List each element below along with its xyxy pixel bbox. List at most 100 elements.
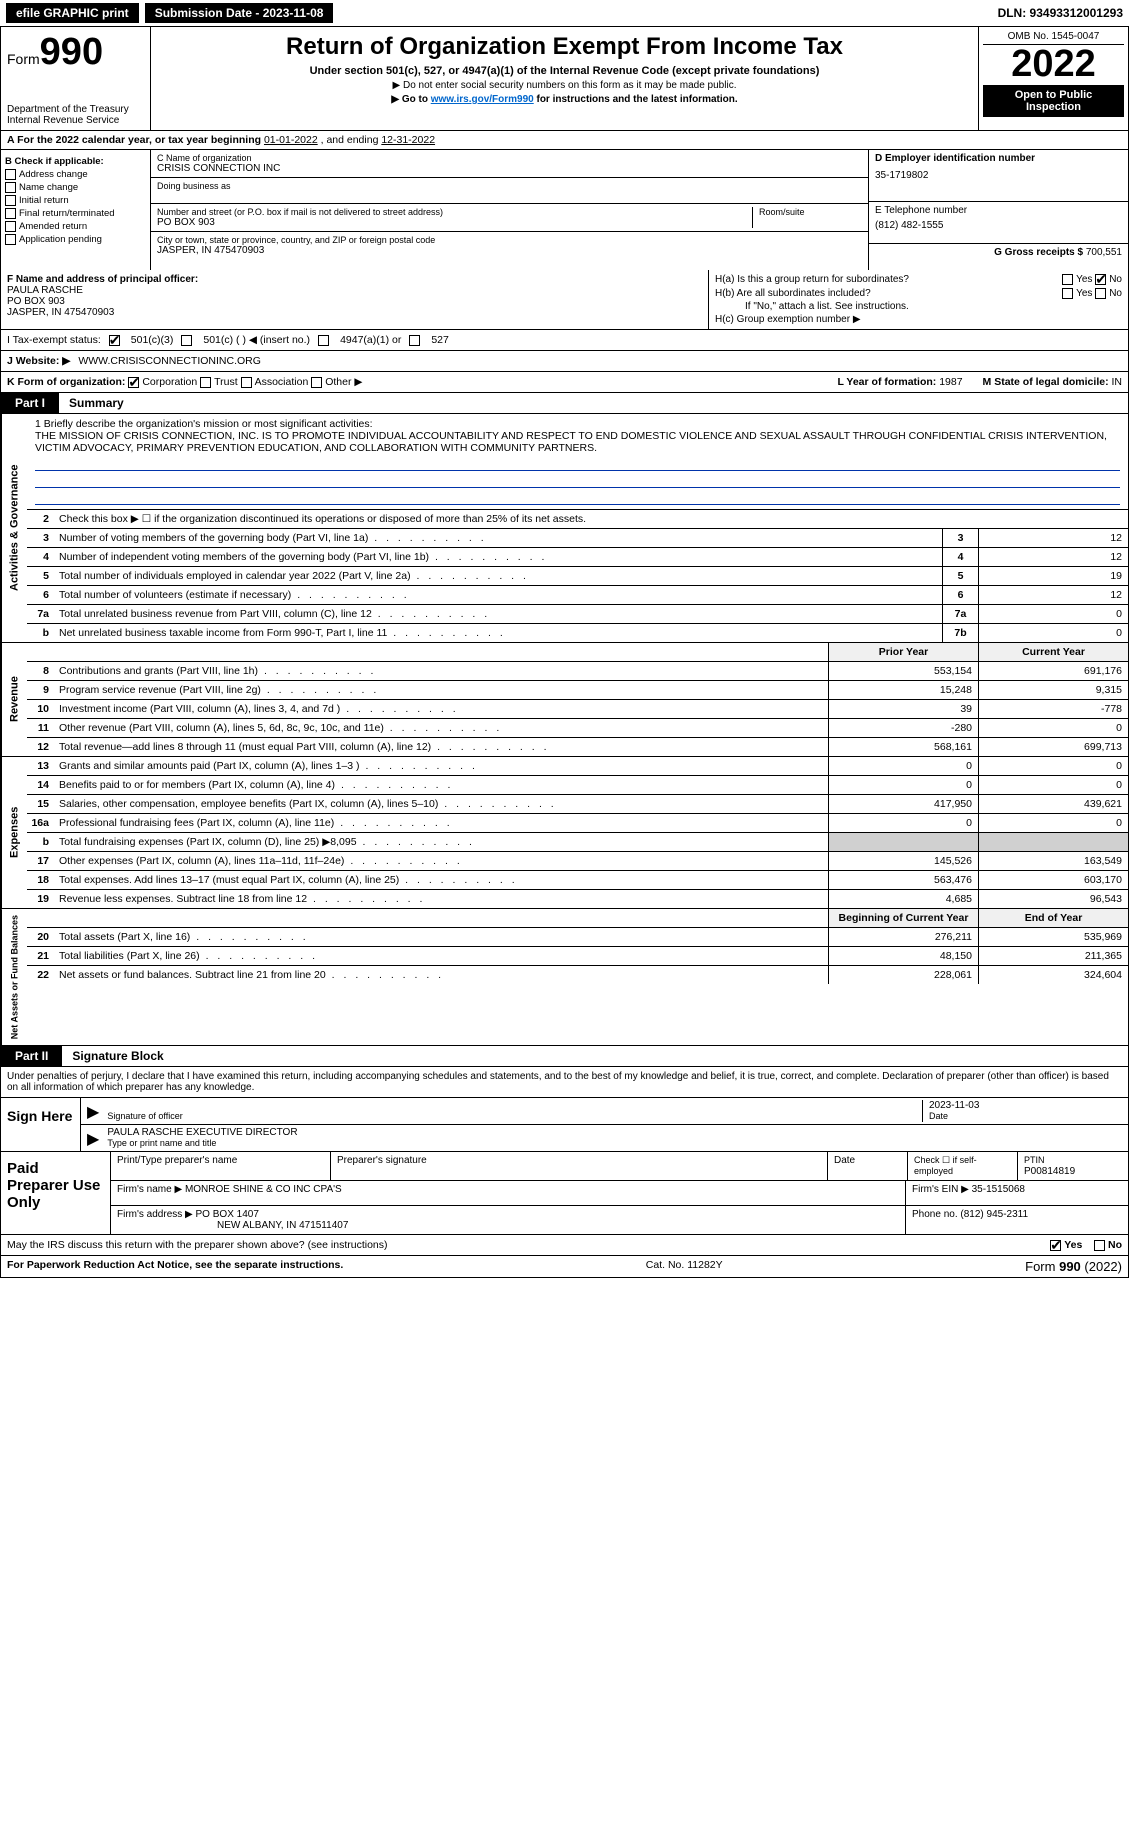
current-year-hdr: Current Year <box>978 643 1128 661</box>
cb-assoc[interactable] <box>241 377 252 388</box>
cb-final-lbl: Final return/terminated <box>19 208 115 219</box>
cb-name-change[interactable]: Name change <box>5 182 146 193</box>
paperwork-notice: For Paperwork Reduction Act Notice, see … <box>7 1259 343 1274</box>
section-expenses: Expenses 13Grants and similar amounts pa… <box>0 757 1129 909</box>
lbl-other: Other ▶ <box>325 376 362 388</box>
na-rows-line-22: 22Net assets or fund balances. Subtract … <box>27 965 1128 984</box>
ein-label: D Employer identification number <box>875 153 1122 164</box>
section-governance: Activities & Governance 1 Briefly descri… <box>0 414 1129 643</box>
ha-label: H(a) Is this a group return for subordin… <box>715 274 909 285</box>
rev-rows-line-9: 9Program service revenue (Part VIII, lin… <box>27 680 1128 699</box>
net-assets-body: Beginning of Current Year End of Year 20… <box>27 909 1128 1045</box>
form-number: Form990 <box>7 31 144 74</box>
exp-rows-line-17: 17Other expenses (Part IX, column (A), l… <box>27 851 1128 870</box>
phone-label: E Telephone number <box>875 205 1122 216</box>
firm-ein-label: Firm's EIN ▶ <box>912 1184 969 1195</box>
section-net-assets: Net Assets or Fund Balances Beginning of… <box>0 909 1129 1046</box>
discuss-yesno: Yes No <box>1050 1239 1122 1251</box>
phone-cell: E Telephone number (812) 482-1555 <box>869 202 1128 244</box>
discuss-yes: Yes <box>1064 1239 1082 1251</box>
street-cell: Number and street (or P.O. box if mail i… <box>151 204 868 232</box>
form-header-right: OMB No. 1545-0047 2022 Open to Public In… <box>978 27 1128 130</box>
ha-no: No <box>1109 274 1122 285</box>
rev-rows-line-12: 12Total revenue—add lines 8 through 11 (… <box>27 737 1128 756</box>
cb-amend-lbl: Amended return <box>19 221 87 232</box>
gov-line-5: 5Total number of individuals employed in… <box>27 566 1128 585</box>
cb-trust[interactable] <box>200 377 211 388</box>
cb-application-pending[interactable]: Application pending <box>5 234 146 245</box>
ein-cell: D Employer identification number 35-1719… <box>869 150 1128 202</box>
cb-final-return[interactable]: Final return/terminated <box>5 208 146 219</box>
irs-link[interactable]: www.irs.gov/Form990 <box>431 94 534 105</box>
exp-rows-line-16a: 16aProfessional fundraising fees (Part I… <box>27 813 1128 832</box>
ssn-note: ▶ Do not enter social security numbers o… <box>157 80 972 91</box>
sign-here-label: Sign Here <box>1 1098 81 1151</box>
open-to-public: Open to Public Inspection <box>983 85 1124 117</box>
form-subtitle: Under section 501(c), 527, or 4947(a)(1)… <box>157 65 972 77</box>
cb-discuss-yes[interactable] <box>1050 1240 1061 1251</box>
sig-date-lbl: Date <box>929 1111 948 1121</box>
row-k: K Form of organization: Corporation Trus… <box>7 376 362 388</box>
hb-no: No <box>1109 288 1122 299</box>
cb-amended-return[interactable]: Amended return <box>5 221 146 232</box>
cb-other[interactable] <box>311 377 322 388</box>
cb-527[interactable] <box>409 335 420 346</box>
part2-header: Part II Signature Block <box>0 1046 1129 1067</box>
preparer-name-hdr: Print/Type preparer's name <box>111 1152 331 1180</box>
hb-yes: Yes <box>1076 288 1092 299</box>
side-governance: Activities & Governance <box>1 414 27 642</box>
cb-501c3[interactable] <box>109 335 120 346</box>
gov-line-6: 6Total number of volunteers (estimate if… <box>27 585 1128 604</box>
city-value: JASPER, IN 475470903 <box>157 245 862 256</box>
firm-addr1: PO BOX 1407 <box>196 1209 259 1220</box>
row-a-mid: , and ending <box>321 134 382 146</box>
form-prefix: Form <box>7 51 40 67</box>
street-label: Number and street (or P.O. box if mail i… <box>157 207 752 217</box>
gov-line-4: 4Number of independent voting members of… <box>27 547 1128 566</box>
cb-initial-return[interactable]: Initial return <box>5 195 146 206</box>
tax-year-end: 12-31-2022 <box>381 134 435 146</box>
hb-note: If "No," attach a list. See instructions… <box>715 301 1122 312</box>
cb-corp[interactable] <box>128 377 139 388</box>
side-expenses: Expenses <box>1 757 27 908</box>
cb-app-lbl: Application pending <box>19 234 102 245</box>
ptin-hdr: PTIN <box>1024 1155 1045 1165</box>
na-rows-line-20: 20Total assets (Part X, line 16)276,2115… <box>27 927 1128 946</box>
lbl-501c3: 501(c)(3) <box>131 334 174 346</box>
row-a-pre: A For the 2022 calendar year, or tax yea… <box>7 134 264 146</box>
paid-body: Print/Type preparer's name Preparer's si… <box>111 1152 1128 1234</box>
sig-officer-label: Signature of officer <box>107 1111 182 1121</box>
org-name-label: C Name of organization <box>157 153 862 163</box>
expenses-body: 13Grants and similar amounts paid (Part … <box>27 757 1128 908</box>
cb-address-change[interactable]: Address change <box>5 169 146 180</box>
form-header-center: Return of Organization Exempt From Incom… <box>151 27 978 130</box>
part1-title: Summary <box>59 396 124 410</box>
side-net-assets: Net Assets or Fund Balances <box>1 909 27 1045</box>
cb-discuss-no[interactable] <box>1094 1240 1105 1251</box>
exp-rows-line-14: 14Benefits paid to or for members (Part … <box>27 775 1128 794</box>
officer-label: F Name and address of principal officer: <box>7 274 198 285</box>
self-employed-hdr: Check ☐ if self-employed <box>908 1152 1018 1180</box>
firm-ein: 35-1515068 <box>972 1184 1025 1195</box>
preparer-sig-hdr: Preparer's signature <box>331 1152 828 1180</box>
efile-topbar: efile GRAPHIC print Submission Date - 20… <box>0 0 1129 27</box>
na-rows-line-21: 21Total liabilities (Part X, line 26)48,… <box>27 946 1128 965</box>
ha-yesno: Yes No <box>1062 274 1122 285</box>
mission-text: THE MISSION OF CRISIS CONNECTION, INC. I… <box>35 430 1120 454</box>
part1-header: Part I Summary <box>0 393 1129 414</box>
section-revenue: Revenue Prior Year Current Year 8Contrib… <box>0 643 1129 757</box>
cb-4947[interactable] <box>318 335 329 346</box>
lbl-501c: 501(c) ( ) ◀ (insert no.) <box>203 334 310 346</box>
form-header-left: Form990 Department of the Treasury Inter… <box>1 27 151 130</box>
submission-date-badge: Submission Date - 2023-11-08 <box>145 3 334 23</box>
gov-line-3: 3Number of voting members of the governi… <box>27 528 1128 547</box>
line-2: 2 Check this box ▶ ☐ if the organization… <box>27 509 1128 528</box>
cb-init-lbl: Initial return <box>19 195 69 206</box>
discuss-question: May the IRS discuss this return with the… <box>7 1239 388 1251</box>
paid-preparer-block: Paid Preparer Use Only Print/Type prepar… <box>0 1152 1129 1235</box>
hc-label: H(c) Group exemption number ▶ <box>715 314 1122 325</box>
cb-501c[interactable] <box>181 335 192 346</box>
sign-body: ▶ Signature of officer 2023-11-03Date ▶ … <box>81 1098 1128 1151</box>
form-header: Form990 Department of the Treasury Inter… <box>0 27 1129 131</box>
room-label: Room/suite <box>759 207 862 217</box>
